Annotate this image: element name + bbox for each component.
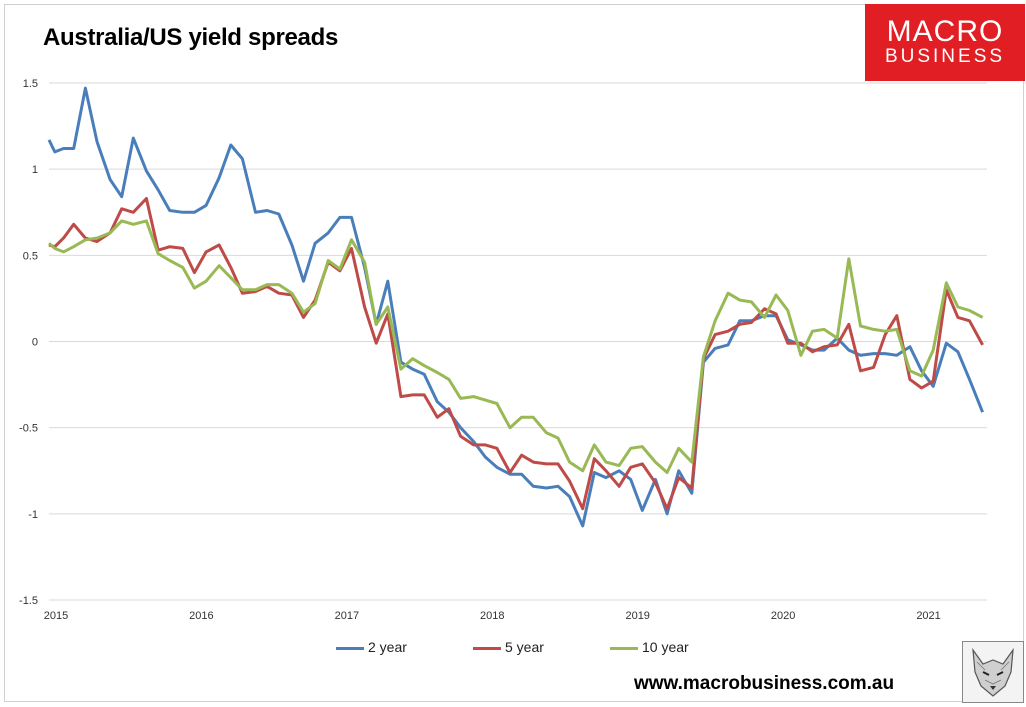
legend-item-10-year[interactable]: 10 year [610, 639, 689, 655]
y-tick-label: 0.5 [23, 250, 38, 262]
x-tick-label: 2018 [480, 610, 504, 622]
y-tick-label: 1.5 [23, 78, 38, 90]
legend-label-10-year: 10 year [642, 639, 689, 655]
legend-swatch-5-year [473, 646, 501, 650]
macro-business-logo[interactable]: MACRO BUSINESS [865, 4, 1025, 81]
x-tick-label: 2016 [189, 610, 213, 622]
x-tick-label: 2015 [44, 610, 68, 622]
logo-line-2: BUSINESS [884, 46, 1006, 67]
x-tick-label: 2017 [335, 610, 359, 622]
series-line-2-year [47, 86, 984, 528]
legend-label-2-year: 2 year [368, 639, 407, 655]
legend-item-2-year[interactable]: 2 year [336, 639, 407, 655]
logo-line-1: MACRO [886, 15, 1004, 48]
wolf-logo-icon [962, 641, 1024, 703]
gridlines [49, 82, 987, 601]
y-tick-label: -0.5 [19, 423, 38, 435]
x-axis-tick-labels: 2015 2016 2017 2018 2019 2020 2021 [44, 610, 941, 622]
x-tick-label: 2019 [625, 610, 649, 622]
legend-label-5-year: 5 year [505, 639, 544, 655]
legend-item-5-year[interactable]: 5 year [473, 639, 544, 655]
y-tick-label: -1 [28, 509, 38, 521]
chart-frame [4, 4, 1024, 702]
x-tick-label: 2021 [916, 610, 940, 622]
x-tick-label: 2020 [771, 610, 795, 622]
legend-swatch-10-year [610, 646, 638, 650]
chart-title: Australia/US yield spreads [43, 24, 338, 51]
series-line-10-year [48, 219, 984, 474]
y-tick-label: 0 [32, 337, 38, 349]
y-tick-label: -1.5 [19, 595, 38, 607]
series-line-5-year [48, 197, 984, 511]
legend-swatch-2-year [336, 646, 364, 650]
y-axis-tick-labels: 1.5 1 0.5 0 -0.5 -1 -1.5 [19, 78, 38, 607]
series-lines [47, 86, 984, 528]
y-tick-label: 1 [32, 164, 38, 176]
website-url[interactable]: www.macrobusiness.com.au [634, 673, 895, 694]
